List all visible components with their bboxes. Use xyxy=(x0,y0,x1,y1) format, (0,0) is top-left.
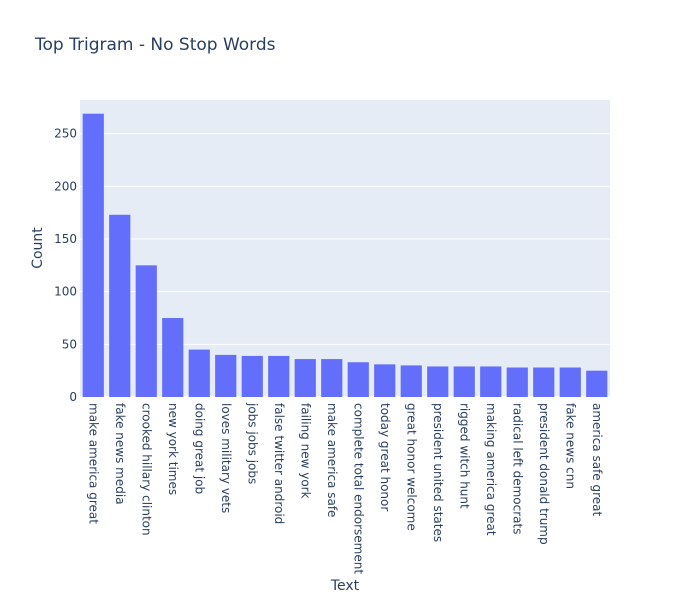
y-axis-ticks: 0 50 100 150 200 250 xyxy=(54,127,77,404)
y-tick-label: 0 xyxy=(69,390,77,404)
bar-jobs-jobs-jobs[interactable] xyxy=(242,356,263,397)
x-tick-label: failing new york xyxy=(298,403,312,499)
y-tick-label: 50 xyxy=(62,337,77,351)
bar-president-donald-trump[interactable] xyxy=(533,368,554,397)
x-tick-label: america safe great xyxy=(590,403,604,517)
x-tick-label: new york times xyxy=(166,403,180,495)
bar-today-great-honor[interactable] xyxy=(374,364,395,397)
x-tick-label: president donald trump xyxy=(537,403,551,545)
x-tick-label: fake news media xyxy=(113,403,127,505)
bar-fake-news-cnn[interactable] xyxy=(560,368,581,397)
bar-make-america-safe[interactable] xyxy=(321,359,342,397)
x-tick-label: crooked hillary clinton xyxy=(139,403,153,536)
bar-new-york-times[interactable] xyxy=(162,318,183,397)
x-tick-label: complete total endorsement xyxy=(351,403,365,574)
x-tick-label: false twitter android xyxy=(272,403,286,524)
x-tick-label: loves military vets xyxy=(219,403,233,513)
x-tick-label: make america safe xyxy=(325,403,339,517)
bar-rigged-witch-hunt[interactable] xyxy=(454,366,475,397)
bar-complete-total-endorsement[interactable] xyxy=(348,362,369,397)
bar-making-america-great[interactable] xyxy=(480,366,501,397)
y-tick-label: 100 xyxy=(54,285,77,299)
bar-loves-military-vets[interactable] xyxy=(215,355,236,397)
x-tick-label: rigged witch hunt xyxy=(457,403,471,509)
bar-america-safe-great[interactable] xyxy=(586,371,607,397)
y-tick-label: 250 xyxy=(54,127,77,141)
y-axis-title: Count xyxy=(30,227,46,269)
x-tick-label: fake news cnn xyxy=(563,403,577,489)
chart-title: Top Trigram - No Stop Words xyxy=(34,35,276,55)
bar-great-honor-welcome[interactable] xyxy=(401,365,422,397)
x-tick-label: make america great xyxy=(86,403,100,524)
bar-failing-new-york[interactable] xyxy=(295,359,316,397)
x-tick-label: jobs jobs jobs xyxy=(245,402,259,484)
y-tick-label: 200 xyxy=(54,179,77,193)
x-tick-label: radical left democrats xyxy=(510,403,524,534)
bar-crooked-hillary-clinton[interactable] xyxy=(136,265,157,397)
y-tick-label: 150 xyxy=(54,232,77,246)
x-tick-label: president united states xyxy=(431,403,445,542)
x-tick-label: today great honor xyxy=(378,403,392,511)
bar-doing-great-job[interactable] xyxy=(189,350,210,397)
bar-make-america-great[interactable] xyxy=(83,114,104,397)
x-axis-ticks: make america great fake news media crooked… xyxy=(86,402,604,574)
bar-false-twitter-android[interactable] xyxy=(268,356,289,397)
plot-area-background xyxy=(80,100,610,397)
bar-fake-news-media[interactable] xyxy=(109,215,130,397)
x-tick-label: great honor welcome xyxy=(404,403,418,531)
x-tick-label: making america great xyxy=(484,403,498,536)
x-axis-title: Text xyxy=(330,578,360,594)
x-tick-label: doing great job xyxy=(192,403,206,494)
bar-radical-left-democrats[interactable] xyxy=(507,368,528,397)
bar-president-united-states[interactable] xyxy=(427,366,448,397)
